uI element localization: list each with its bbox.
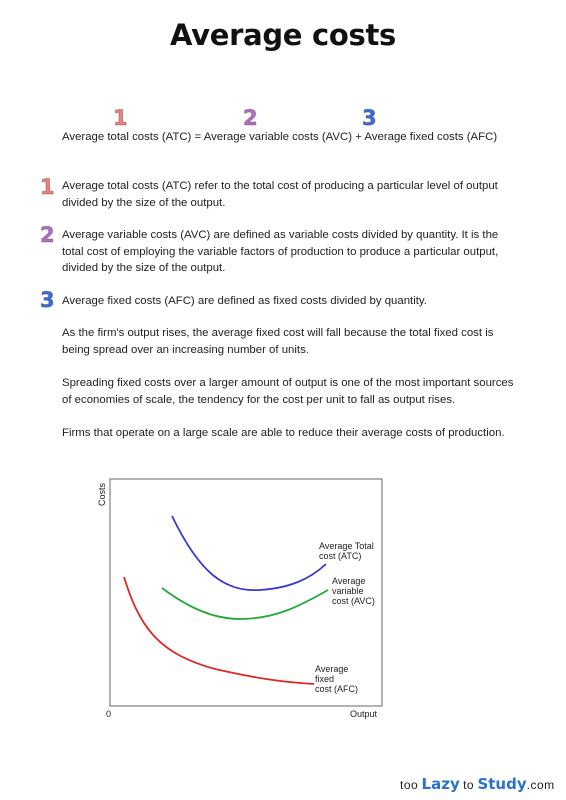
definition-3-term: Average fixed costs (AFC): [62, 295, 195, 307]
atc-label-line-2: cost (ATC): [319, 551, 361, 561]
marker-2: 2: [243, 106, 259, 130]
paragraph-3: Firms that operate on a large scale are …: [62, 427, 505, 439]
y-axis-label: Costs: [97, 482, 107, 506]
brand-part-too: too: [400, 778, 419, 792]
afc-line: [123, 576, 315, 685]
definition-2-number: 2: [40, 223, 56, 247]
cost-curves-chart: Costs 0 Output Average Total cost (ATC) …: [97, 478, 383, 719]
definition-2-term: Average variable costs (AVC): [62, 229, 211, 241]
afc-label-line-1: Average: [315, 664, 348, 674]
marker-1: 1: [113, 106, 129, 130]
brand-part-com: .com: [526, 778, 555, 792]
formula-text: Average total costs (ATC) = Average vari…: [62, 131, 498, 143]
definition-3-text: are defined as fixed costs divided by qu…: [194, 295, 427, 307]
avc-label-line-1: Average: [332, 576, 365, 586]
brand-part-lazy: Lazy: [421, 775, 460, 793]
definition-3-number: 3: [40, 288, 56, 312]
definition-1: Average total costs (ATC) refer to the t…: [62, 178, 522, 211]
definition-3: Average fixed costs (AFC) are defined as…: [62, 293, 522, 310]
brand-footer: too Lazy to Study.com: [400, 775, 555, 793]
origin-label: 0: [106, 709, 111, 719]
definition-1-term: Average total costs (ATC): [62, 180, 192, 192]
brand-part-study: Study: [477, 775, 527, 793]
atc-line: [171, 515, 327, 591]
definition-1-number: 1: [40, 175, 56, 199]
brand-part-to: to: [463, 778, 475, 792]
afc-label-line-3: cost (AFC): [315, 684, 358, 694]
definition-2: Average variable costs (AVC) are defined…: [62, 227, 522, 277]
definition-2-text: are defined as variable costs divided by…: [62, 229, 499, 274]
x-axis-label: Output: [350, 709, 378, 719]
avc-label-line-2: variable: [332, 586, 364, 596]
paragraph-1: As the firm's output rises, the average …: [62, 327, 494, 356]
definition-1-text: refer to the total cost of producing a p…: [62, 180, 498, 209]
paragraph-2: Spreading fixed costs over a larger amou…: [62, 377, 514, 406]
avc-line: [161, 587, 329, 620]
marker-3: 3: [362, 106, 378, 130]
afc-label-line-2: fixed: [315, 674, 334, 684]
chart-frame: [109, 478, 383, 707]
page-title: Average costs: [170, 18, 396, 52]
avc-label-line-3: cost (AVC): [332, 596, 375, 606]
atc-label-line-1: Average Total: [319, 541, 374, 551]
